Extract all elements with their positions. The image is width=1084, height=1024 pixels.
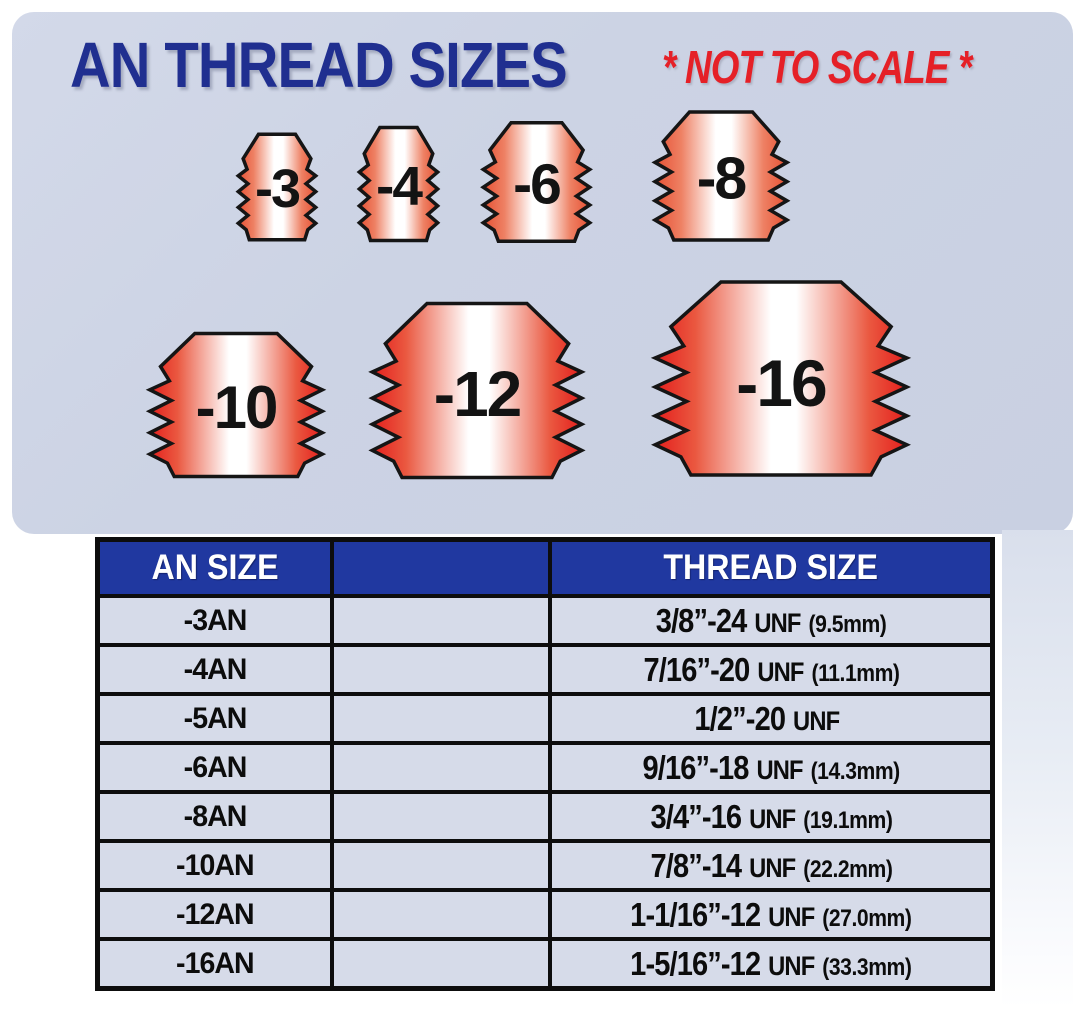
- table-header-thread-size: THREAD SIZE: [552, 542, 990, 594]
- an-size-value: -5AN: [183, 701, 248, 735]
- thread-mm: (19.1mm): [802, 806, 893, 834]
- fitting-label: -6: [513, 152, 562, 217]
- an-size-cell: -12AN: [100, 892, 330, 937]
- thread-size-cell: 1-1/16”-12 UNF (27.0mm): [552, 892, 990, 937]
- thread-standard: UNF: [756, 754, 803, 785]
- fitting-3: -3: [233, 131, 321, 243]
- thread-mm: (27.0mm): [822, 904, 912, 932]
- fitting-6: -6: [476, 119, 597, 245]
- spacer-cell: [334, 745, 548, 790]
- an-size-cell: -6AN: [100, 745, 330, 790]
- thread-fitting-icon: [138, 329, 334, 481]
- fitting-4: -4: [354, 124, 443, 244]
- thread-fitting-icon: [358, 298, 596, 483]
- fitting-label: -4: [376, 154, 423, 217]
- an-size-cell: -16AN: [100, 941, 330, 986]
- thread-size-value: 7/16”-20 UNF (11.1mm): [642, 650, 900, 689]
- thread-fitting-icon: [354, 124, 443, 244]
- not-to-scale-note: * NOT TO SCALE *: [662, 41, 972, 93]
- fitting-8: -8: [646, 108, 796, 244]
- thread-size-cell: 9/16”-18 UNF (14.3mm): [552, 745, 990, 790]
- thread-size-cell: 3/4”-16 UNF (19.1mm): [552, 794, 990, 839]
- an-size-cell: -3AN: [100, 598, 330, 643]
- thread-size-value: 1/2”-20 UNF: [695, 700, 848, 738]
- an-size-cell: -4AN: [100, 647, 330, 692]
- thread-fraction: 7/16”-20: [642, 650, 750, 688]
- fitting-label: -3: [254, 159, 301, 220]
- thread-size-value: 3/8”-24 UNF (9.5mm): [656, 602, 887, 640]
- thread-mm: (22.2mm): [802, 855, 893, 883]
- page-title: AN THREAD SIZES: [70, 29, 568, 101]
- table-header-an-size: AN SIZE: [100, 542, 330, 594]
- spacer-cell: [334, 794, 548, 839]
- an-size-cell: -8AN: [100, 794, 330, 839]
- thread-mm: (14.3mm): [810, 757, 900, 785]
- thread-mm: (9.5mm): [808, 610, 887, 638]
- an-thread-table: AN SIZE THREAD SIZE -3AN 3/8”-24 UNF (9.…: [95, 537, 995, 991]
- thread-standard: UNF: [768, 901, 815, 932]
- an-size-value: -6AN: [183, 750, 248, 784]
- thread-standard: UNF: [754, 607, 801, 638]
- header-label: THREAD SIZE: [663, 548, 879, 587]
- thread-fitting-icon: [638, 276, 924, 481]
- spacer-cell: [334, 647, 548, 692]
- fitting-label: -8: [696, 145, 747, 212]
- an-size-value: -16AN: [176, 946, 255, 980]
- thread-fraction: 9/16”-18: [642, 748, 749, 786]
- spacer-cell: [334, 843, 548, 888]
- thread-standard: UNF: [748, 803, 796, 834]
- fitting-10: -10: [138, 329, 334, 481]
- thread-size-cell: 1/2”-20 UNF: [552, 696, 990, 741]
- fitting-label: -10: [195, 374, 279, 442]
- thread-size-cell: 7/8”-14 UNF (22.2mm): [552, 843, 990, 888]
- fitting-label: -12: [433, 358, 522, 431]
- an-size-cell: -10AN: [100, 843, 330, 888]
- thread-fitting-icon: [233, 131, 321, 243]
- thread-standard: UNF: [793, 705, 840, 736]
- header-label: AN SIZE: [151, 548, 279, 587]
- thread-standard: UNF: [756, 656, 804, 687]
- thread-size-value: 3/4”-16 UNF (19.1mm): [650, 798, 892, 836]
- thread-mm: (11.1mm): [810, 659, 900, 687]
- fitting-16: -16: [638, 276, 924, 481]
- thread-fraction: 1-5/16”-12: [630, 944, 761, 982]
- table-header-spacer: [334, 542, 548, 594]
- right-edge-gradient: [1002, 530, 1073, 1008]
- spacer-cell: [334, 892, 548, 937]
- thread-standard: UNF: [748, 852, 796, 883]
- thread-fraction: 3/4”-16: [650, 797, 742, 835]
- thread-size-value: 9/16”-18 UNF (14.3mm): [642, 748, 900, 787]
- spacer-cell: [334, 941, 548, 986]
- thread-size-value: 7/8”-14 UNF (22.2mm): [650, 847, 892, 885]
- thread-fraction: 1/2”-20: [694, 699, 787, 737]
- thread-fraction: 7/8”-14: [650, 846, 742, 884]
- thread-size-cell: 7/16”-20 UNF (11.1mm): [552, 647, 990, 692]
- thread-mm: (33.3mm): [822, 953, 912, 981]
- spacer-cell: [334, 598, 548, 643]
- thread-standard: UNF: [768, 950, 815, 981]
- thread-size-cell: 3/8”-24 UNF (9.5mm): [552, 598, 990, 643]
- spacer-cell: [334, 696, 548, 741]
- thread-size-value: 1-5/16”-12 UNF (33.3mm): [630, 944, 912, 983]
- an-size-cell: -5AN: [100, 696, 330, 741]
- thread-fraction: 1-1/16”-12: [630, 895, 761, 933]
- an-size-value: -12AN: [176, 897, 255, 931]
- thread-size-value: 1-1/16”-12 UNF (27.0mm): [630, 895, 912, 934]
- an-size-value: -8AN: [183, 799, 248, 833]
- fitting-label: -16: [736, 345, 827, 420]
- thread-fitting-icon: [646, 108, 796, 244]
- thread-fitting-icon: [476, 119, 597, 245]
- an-size-value: -4AN: [183, 652, 248, 686]
- thread-size-cell: 1-5/16”-12 UNF (33.3mm): [552, 941, 990, 986]
- fitting-12: -12: [358, 298, 596, 483]
- an-size-value: -3AN: [183, 603, 248, 637]
- an-size-value: -10AN: [176, 848, 255, 882]
- thread-fraction: 3/8”-24: [655, 601, 748, 639]
